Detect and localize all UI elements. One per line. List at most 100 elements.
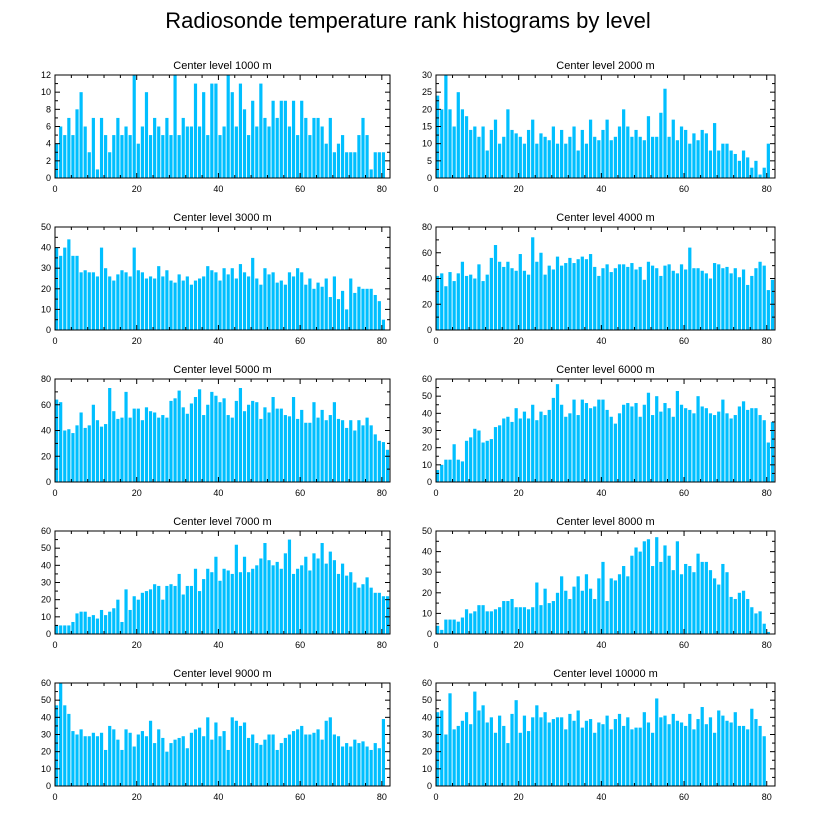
bar [535, 261, 539, 330]
bar [75, 255, 79, 330]
bar [177, 135, 181, 178]
y-tick-label: 0 [427, 781, 432, 791]
x-tick-label: 0 [433, 640, 438, 650]
bar [353, 430, 357, 482]
bar [242, 411, 247, 482]
bar [300, 565, 304, 634]
bar [300, 272, 304, 330]
y-tick-label: 40 [422, 408, 432, 418]
bar [543, 415, 547, 482]
bar [762, 736, 766, 786]
panel-3: Center level 3000 m 0 20 40 60 80 0 10 20 30 40 50 [41, 212, 391, 346]
bar [758, 174, 762, 178]
bar [112, 608, 116, 634]
bar [733, 153, 737, 178]
bar [555, 717, 560, 786]
bar [206, 266, 210, 330]
x-tick-label: 20 [514, 792, 524, 802]
bar [336, 736, 341, 786]
panel-title: Center level 6000 m [556, 364, 654, 376]
bar [721, 399, 725, 482]
bar [275, 408, 279, 482]
bar [300, 725, 304, 786]
x-tick-label: 40 [596, 640, 606, 650]
y-tick-label: 8 [46, 104, 51, 114]
bar [157, 126, 161, 178]
bar [247, 737, 251, 786]
bar [67, 429, 71, 482]
bar [725, 720, 729, 786]
bar [214, 272, 218, 330]
bar [136, 143, 140, 178]
bar [275, 749, 279, 786]
bar [193, 83, 198, 178]
bar [120, 749, 124, 786]
bar [332, 560, 336, 634]
bar [373, 743, 377, 786]
bar [214, 722, 218, 786]
bar [584, 720, 589, 786]
bar [116, 117, 120, 178]
bar [452, 619, 456, 634]
bar [746, 157, 750, 178]
bar [622, 109, 626, 178]
bar [300, 100, 304, 178]
bar [502, 266, 506, 330]
bar [234, 720, 238, 786]
bar [580, 399, 584, 482]
y-tick-label: 20 [422, 299, 432, 309]
bar [59, 126, 63, 178]
y-tick-label: 20 [41, 284, 51, 294]
bar [345, 743, 349, 786]
bar [555, 256, 560, 330]
bar [580, 256, 584, 330]
bar [605, 264, 609, 330]
bar [754, 160, 758, 178]
bar [349, 572, 353, 634]
bar [320, 126, 324, 178]
bar [59, 255, 63, 330]
bar [560, 717, 564, 786]
bar [173, 585, 177, 634]
y-tick-label: 0 [46, 173, 51, 183]
bar [79, 272, 83, 330]
y-tick-label: 20 [422, 104, 432, 114]
bar [304, 117, 308, 178]
bar [704, 273, 708, 330]
bar [95, 736, 100, 786]
bar [580, 727, 584, 786]
bar [71, 135, 75, 178]
bar [551, 601, 555, 634]
bar [634, 269, 638, 330]
bar [555, 592, 560, 634]
bar [255, 278, 259, 330]
bar [75, 425, 79, 482]
y-tick-label: 20 [422, 747, 432, 757]
bar [296, 418, 300, 482]
bar [140, 592, 144, 634]
bar [218, 280, 222, 330]
bar [79, 729, 83, 786]
bar [634, 547, 638, 634]
bar [385, 449, 390, 482]
bar [95, 276, 100, 330]
y-tick-label: 12 [41, 70, 51, 80]
bar [655, 136, 659, 178]
bar [161, 737, 165, 786]
bar [312, 117, 316, 178]
bar [144, 407, 149, 482]
bar [165, 117, 169, 178]
bar [514, 408, 518, 482]
bar [729, 722, 733, 786]
bar [271, 565, 275, 634]
bar [104, 615, 108, 634]
bar [112, 280, 116, 330]
bar [737, 406, 742, 482]
bar [617, 126, 622, 178]
bar [543, 588, 547, 634]
bar [564, 143, 568, 178]
bar [535, 143, 539, 178]
bar [169, 584, 173, 634]
bar [684, 725, 688, 786]
